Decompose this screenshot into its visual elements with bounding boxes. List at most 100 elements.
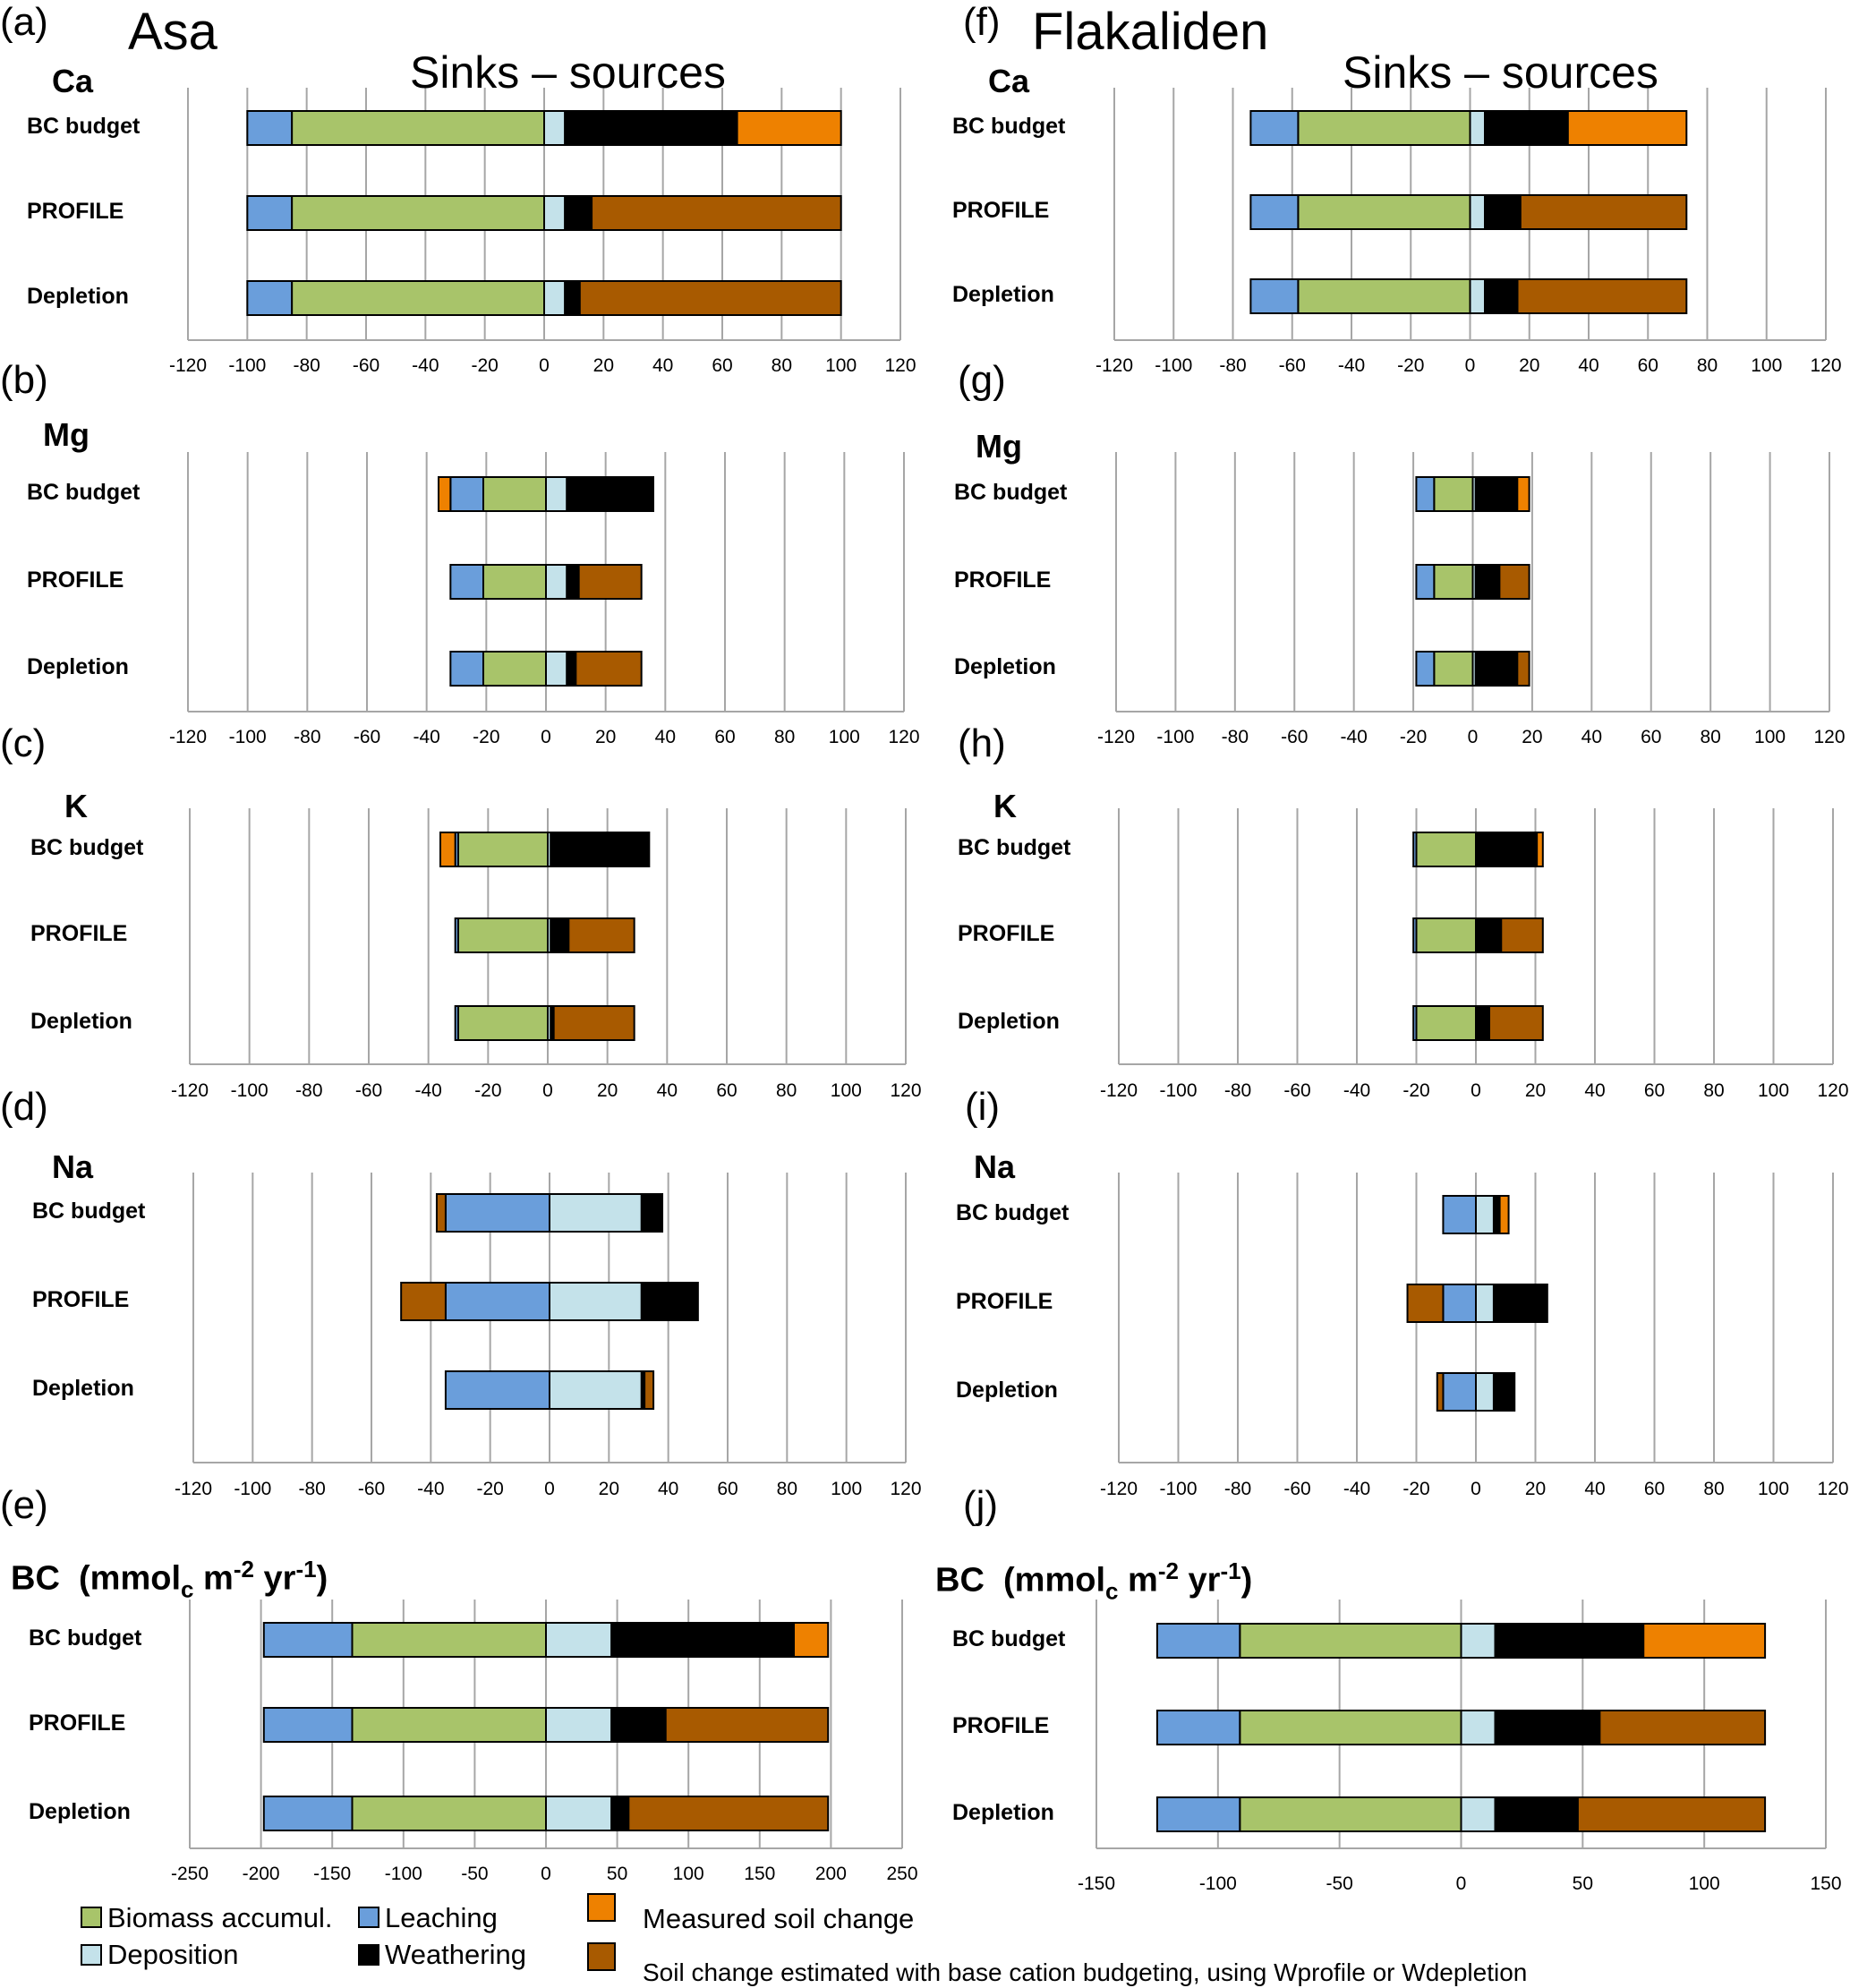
tick-label-c-0: -120: [170, 1080, 209, 1101]
bar-biomass-b-0: [482, 476, 547, 512]
bar-leaching-g-0: [1415, 476, 1436, 512]
bar-estimated-c-2: [552, 1005, 635, 1041]
bar-leaching-b-2: [449, 651, 485, 687]
tick-label-g-8: 40: [1581, 727, 1603, 747]
bar-leaching-h-2: [1412, 1005, 1418, 1041]
bar-leaching-e-2: [262, 1796, 354, 1831]
bar-weathering-i-1: [1492, 1284, 1548, 1323]
tick-label-d-5: -20: [476, 1479, 504, 1499]
bar-measured-a-0: [736, 110, 842, 146]
bar-estimated-d-2: [644, 1370, 655, 1410]
tick-label-j-3: 0: [1455, 1873, 1467, 1894]
tick-label-g-11: 100: [1754, 727, 1786, 747]
legend-swatch-measured: [587, 1893, 616, 1922]
tick-label-d-10: 80: [776, 1479, 798, 1499]
bar-leaching-h-1: [1412, 917, 1418, 953]
tick-label-j-6: 150: [1810, 1873, 1842, 1894]
tick-label-e-0: -250: [170, 1864, 209, 1884]
row-label-a-2: Depletion: [27, 284, 129, 309]
sinks-sources-header-left: Sinks – sources: [410, 47, 726, 98]
tick-label-d-12: 120: [890, 1479, 922, 1499]
tick-label-h-10: 80: [1703, 1080, 1725, 1101]
row-label-b-0: BC budget: [27, 480, 141, 505]
row-label-i-1: PROFILE: [956, 1289, 1053, 1314]
tick-label-g-6: 0: [1467, 727, 1479, 747]
element-title-f: Ca: [988, 63, 1030, 99]
row-label-i-0: BC budget: [956, 1200, 1070, 1225]
tick-label-d-11: 100: [831, 1479, 863, 1499]
bar-deposition-d-0: [549, 1193, 643, 1233]
legend-label-weathering: Weathering: [385, 1939, 526, 1970]
tick-label-e-7: 100: [672, 1864, 704, 1884]
tick-label-e-3: -100: [384, 1864, 422, 1884]
tick-label-a-7: 20: [593, 355, 615, 376]
site-title-asa: Asa: [128, 3, 217, 61]
row-label-e-1: PROFILE: [29, 1711, 126, 1736]
row-label-d-1: PROFILE: [32, 1287, 130, 1312]
tick-label-c-10: 80: [775, 1080, 797, 1101]
legend-label-biomass: Biomass accumul.: [107, 1902, 333, 1933]
tick-label-i-11: 100: [1757, 1479, 1790, 1499]
tick-label-a-4: -40: [412, 355, 439, 376]
bar-weathering-h-0: [1476, 832, 1539, 867]
tick-label-b-11: 100: [828, 727, 860, 747]
bar-weathering-i-2: [1492, 1372, 1516, 1412]
bar-weathering-d-1: [640, 1282, 699, 1321]
bar-weathering-h-1: [1476, 917, 1503, 953]
tick-label-f-5: -20: [1397, 355, 1425, 376]
tick-label-f-3: -60: [1278, 355, 1306, 376]
tick-label-c-5: -20: [474, 1080, 502, 1101]
bar-deposition-d-2: [549, 1370, 643, 1410]
bar-weathering-c-1: [550, 917, 570, 953]
bar-weathering-e-2: [610, 1796, 630, 1831]
tick-label-a-2: -80: [293, 355, 320, 376]
bar-weathering-c-0: [550, 832, 651, 867]
legend-label-deposition: Deposition: [107, 1939, 239, 1970]
tick-label-f-10: 80: [1696, 355, 1718, 376]
bar-biomass-g-0: [1433, 476, 1474, 512]
bar-leaching-j-1: [1155, 1710, 1241, 1745]
bar-leaching-i-1: [1442, 1284, 1478, 1323]
row-label-h-1: PROFILE: [958, 921, 1055, 946]
panel-label-j: (j): [963, 1483, 999, 1527]
panel-label-b: (b): [0, 358, 48, 402]
bar-biomass-b-1: [482, 564, 547, 600]
panel-label-g: (g): [958, 358, 1006, 402]
bar-estimated-g-1: [1498, 564, 1530, 600]
bar-biomass-c-2: [457, 1005, 549, 1041]
tick-label-d-1: -100: [234, 1479, 272, 1499]
bar-estimated-c-1: [567, 917, 635, 953]
tick-label-h-3: -60: [1283, 1080, 1311, 1101]
sinks-sources-header-right: Sinks – sources: [1343, 47, 1658, 98]
tick-label-e-10: 250: [886, 1864, 918, 1884]
bar-weathering-e-1: [610, 1707, 667, 1743]
row-label-h-2: Depletion: [958, 1009, 1060, 1034]
bar-leaching-g-1: [1415, 564, 1436, 600]
bar-leaching-j-2: [1155, 1796, 1241, 1832]
tick-label-f-7: 20: [1519, 355, 1540, 376]
row-label-c-2: Depletion: [30, 1009, 132, 1034]
tick-label-g-0: -120: [1096, 727, 1136, 747]
bar-weathering-a-0: [564, 110, 738, 146]
bar-biomass-f-0: [1297, 110, 1471, 146]
bar-measured-h-0: [1536, 832, 1544, 867]
element-title-b: Mg: [43, 416, 90, 453]
row-label-c-0: BC budget: [30, 835, 144, 860]
bar-biomass-j-1: [1239, 1710, 1462, 1745]
bar-weathering-g-1: [1474, 564, 1501, 600]
bar-leaching-d-1: [444, 1282, 550, 1321]
row-label-j-2: Depletion: [952, 1800, 1054, 1825]
tick-label-a-5: -20: [471, 355, 499, 376]
tick-label-g-10: 80: [1700, 727, 1721, 747]
bar-estimated-b-2: [575, 651, 643, 687]
tick-label-h-9: 60: [1643, 1080, 1666, 1101]
bar-weathering-e-0: [610, 1622, 796, 1658]
tick-label-j-5: 100: [1688, 1873, 1720, 1894]
tick-label-b-3: -60: [353, 727, 381, 747]
bar-leaching-a-0: [246, 110, 294, 146]
tick-label-i-12: 120: [1817, 1479, 1849, 1499]
row-label-j-1: PROFILE: [952, 1713, 1050, 1738]
tick-label-f-6: 0: [1464, 355, 1476, 376]
tick-label-i-10: 80: [1703, 1479, 1725, 1499]
